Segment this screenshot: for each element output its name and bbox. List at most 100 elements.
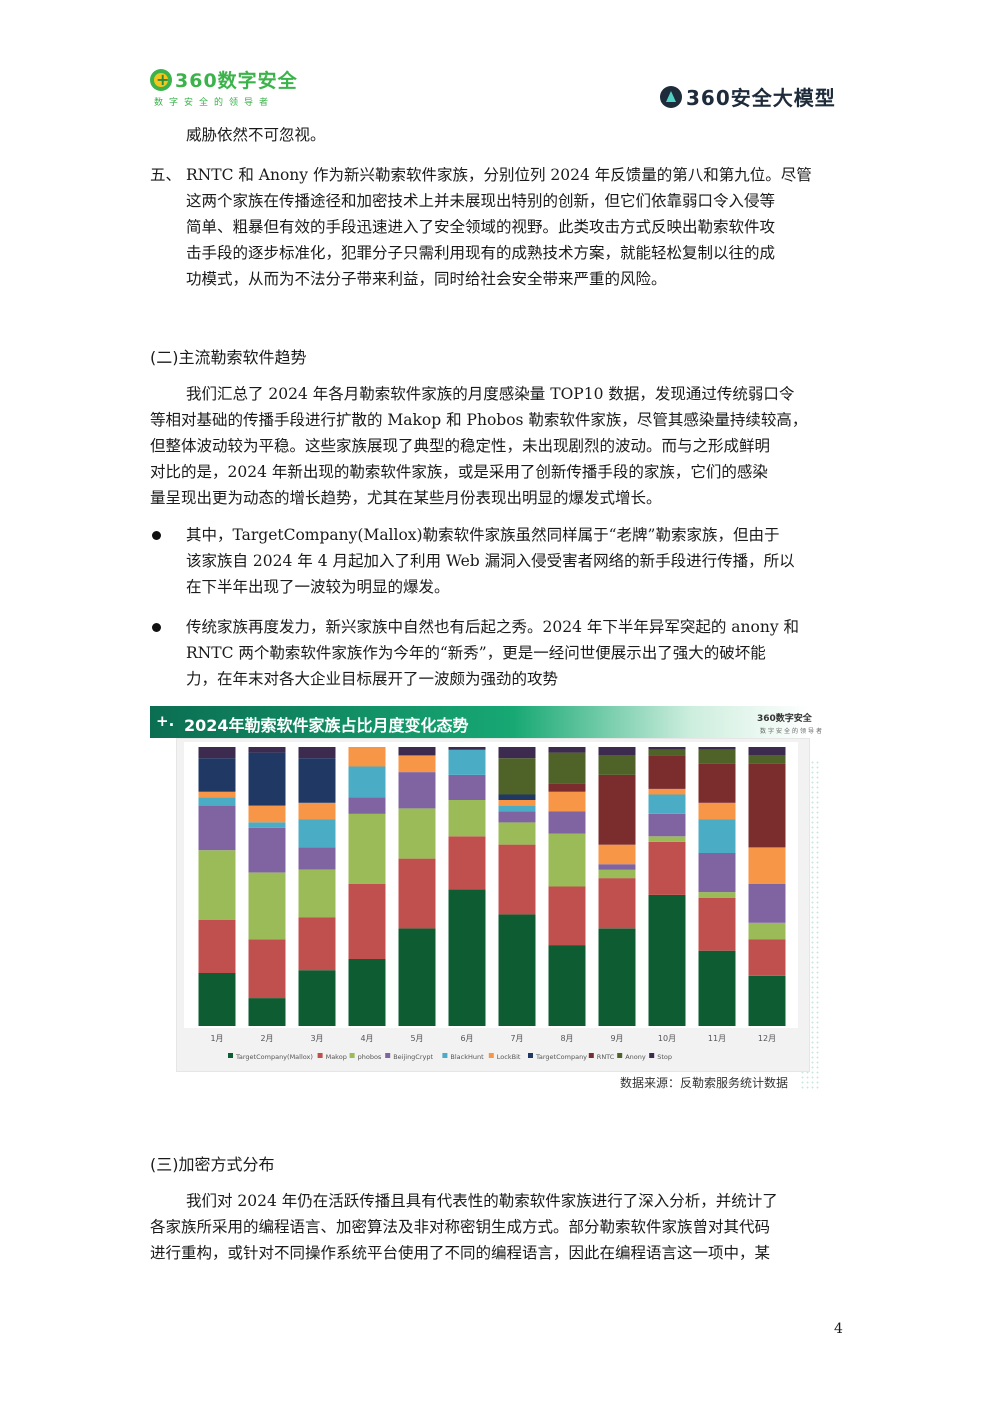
section2-para-line-5: 量呈现出更为动态的增长趋势，尤其在某些月份表现出明显的爆发式增长。 [150, 489, 662, 507]
legend-swatch-1 [228, 1053, 233, 1058]
bar-segment-12-8 [748, 763, 786, 848]
bar-segment-5-2 [398, 858, 436, 929]
legend-swatch-7 [528, 1053, 533, 1058]
bar-segment-10-10 [648, 747, 686, 750]
x-tick-label: 11月 [708, 1034, 726, 1043]
section2-para-line-1: 我们汇总了 2024 年各月勒索软件家族的月度感染量 TOP10 数据，发现通过… [186, 385, 795, 403]
bar-segment-6-1 [448, 889, 486, 1026]
header-logo-360-ai-model: 360安全大模型 [660, 82, 836, 111]
bar-segment-10-4 [648, 814, 686, 837]
bar-segment-5-3 [398, 808, 436, 859]
bar-segment-8-6 [548, 791, 586, 812]
bar-segment-9-8 [598, 774, 636, 845]
x-tick-label: 6月 [460, 1034, 473, 1043]
bar-segment-11-2 [698, 897, 736, 951]
legend-swatch-5 [442, 1053, 448, 1058]
bar-segment-11-5 [698, 819, 736, 853]
bar-segment-10-3 [648, 836, 686, 842]
bar-segment-10-9 [648, 749, 686, 756]
x-tick-label: 7月 [510, 1034, 523, 1043]
legend-label-7: TargetCompany [535, 1053, 587, 1061]
bar-segment-12-4 [748, 883, 786, 923]
bar-segment-12-2 [748, 939, 786, 976]
bar-segment-11-1 [698, 950, 736, 1026]
bar-segment-8-10 [548, 747, 586, 753]
bar-segment-3-3 [298, 869, 336, 918]
bar-segment-9-3 [598, 869, 636, 879]
x-tick-label: 2月 [260, 1034, 273, 1043]
legend-label-8: RNTC [597, 1053, 615, 1061]
bar-segment-9-1 [598, 928, 636, 1026]
bar-segment-11-8 [698, 763, 736, 803]
bar-segment-5-10 [398, 747, 436, 756]
bullet1-line-3: 在下半年出现了一波较为明显的爆发。 [186, 578, 450, 596]
banner-plus-icon: +. [156, 712, 175, 730]
bullet2-line-2: RNTC 两个勒索软件家族作为今年的“新秀”，更是一经问世便展示出了强大的破坏能 [186, 644, 766, 662]
bar-segment-1-10 [198, 747, 236, 759]
bar-segment-6-5 [448, 749, 486, 775]
bar-segment-12-10 [748, 747, 786, 756]
bar-segment-8-8 [548, 783, 586, 792]
bar-segment-4-6 [348, 747, 386, 767]
section3-para-line-3: 进行重构，或针对不同操作系统平台使用了不同的编程语言，因此在编程语言这一项中，某 [150, 1244, 771, 1262]
section3-para-line-2: 各家族所采用的编程语言、加密算法及非对称密钥生成方式。部分勒索软件家族曾对其代码 [150, 1218, 771, 1236]
chart-mini-logo: 360数字安全 [757, 714, 812, 724]
bar-segment-7-7 [498, 794, 536, 800]
plot-area [184, 742, 798, 1028]
stacked-bar-chart: 1月 2月 3月 4月 5月 6月 7月 8月 9月 10月 11月 12月 TargetCompany… [184, 742, 798, 1061]
bar-segment-8-9 [548, 752, 586, 784]
bar-segment-9-9 [598, 755, 636, 775]
bar-segment-1-7 [198, 758, 236, 792]
bar-segment-9-10 [598, 747, 636, 756]
section2-para-line-2: 等相对基础的传播手段进行扩散的 Makop 和 Phobos 勒索软件家族，尽管… [150, 411, 808, 429]
bar-segment-10-1 [648, 894, 686, 1026]
bullet-dot-1 [152, 531, 161, 540]
legend-swatch-10 [649, 1053, 655, 1058]
legend-label-5: BlackHunt [450, 1053, 484, 1061]
bar-segment-2-4 [248, 827, 286, 873]
bullet-dot-2 [152, 623, 161, 632]
bar-segment-8-4 [548, 811, 586, 834]
legend-swatch-6 [488, 1053, 494, 1058]
item5-marker: 五、 [150, 166, 182, 184]
bar-segment-2-5 [248, 822, 286, 828]
header-right-logo-text: 360安全大模型 [686, 86, 836, 110]
chart-banner: +. 2024年勒索软件家族占比月度变化态势 [150, 706, 810, 738]
section3-heading: (三)加密方式分布 [150, 1155, 275, 1174]
bar-segment-4-5 [348, 766, 386, 798]
bar-segment-1-2 [198, 920, 236, 973]
header-left-tagline: 数字安全的领导者 [154, 98, 275, 108]
legend-label-6: LockBit [497, 1053, 521, 1061]
bar-segment-12-9 [748, 755, 786, 764]
bullet1-line-1: 其中，TargetCompany(Mallox)勒索软件家族虽然同样属于“老牌”… [186, 526, 780, 544]
ai-model-logo-icon [660, 85, 682, 108]
bar-segment-7-1 [498, 914, 536, 1026]
bar-segment-12-3 [748, 922, 786, 940]
chart-source: 数据来源：反勒索服务统计数据 [620, 1076, 789, 1090]
bullet1-line-2: 该家族自 2024 年 4 月起加入了利用 Web 漏洞入侵受害者网络的新手段进… [186, 552, 795, 570]
bar-segment-8-3 [548, 833, 586, 887]
x-tick-label: 9月 [610, 1034, 623, 1043]
bullet2-line-3: 力，在年末对各大企业目标展开了一波颇为强劲的攻势 [186, 670, 559, 688]
bar-segment-2-1 [248, 998, 286, 1026]
header-logo-360-digital-security: 360数字安全 数字安全的领导者 [150, 66, 298, 108]
legend-swatch-4 [385, 1053, 391, 1058]
bar-segment-4-4 [348, 797, 386, 814]
bar-segment-5-4 [398, 772, 436, 809]
bar-segment-10-6 [648, 788, 686, 795]
bar-segment-4-2 [348, 883, 386, 959]
bar-segment-3-4 [298, 847, 336, 870]
bar-segment-3-10 [298, 747, 336, 759]
bar-segment-10-8 [648, 755, 686, 789]
bar-segment-9-2 [598, 878, 636, 929]
legend-label-2: Makop [326, 1053, 347, 1061]
bar-segment-9-4 [598, 864, 636, 870]
bar-segment-11-6 [698, 802, 736, 820]
bar-segment-10-2 [648, 841, 686, 895]
bar-segment-3-7 [298, 758, 336, 803]
legend-swatch-9 [617, 1053, 623, 1058]
bar-segment-9-6 [598, 844, 636, 865]
bar-segment-2-3 [248, 872, 286, 940]
bar-segment-11-3 [698, 892, 736, 898]
bar-segment-2-6 [248, 805, 286, 823]
